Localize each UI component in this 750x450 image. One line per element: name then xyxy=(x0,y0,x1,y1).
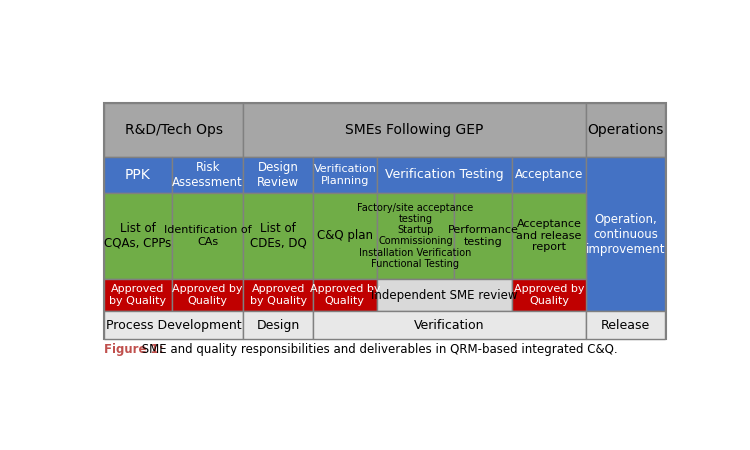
FancyBboxPatch shape xyxy=(243,157,313,193)
Text: Acceptance
and release
report: Acceptance and release report xyxy=(516,219,582,252)
Text: Design: Design xyxy=(256,319,300,332)
Text: SME and quality responsibilities and deliverables in QRM-based integrated C&Q.: SME and quality responsibilities and del… xyxy=(138,343,617,356)
Text: Approved by
Quality: Approved by Quality xyxy=(172,284,243,306)
Text: Design
Review: Design Review xyxy=(257,161,299,189)
Text: R&D/Tech Ops: R&D/Tech Ops xyxy=(124,123,223,137)
Text: Approved
by Quality: Approved by Quality xyxy=(110,284,166,306)
Text: Performance
testing: Performance testing xyxy=(448,225,519,247)
Text: Verification
Planning: Verification Planning xyxy=(314,164,376,186)
Text: List of
CDEs, DQ: List of CDEs, DQ xyxy=(250,222,307,250)
Text: C&Q plan: C&Q plan xyxy=(316,229,373,242)
Text: Independent SME review: Independent SME review xyxy=(371,288,518,302)
FancyBboxPatch shape xyxy=(172,279,243,311)
FancyBboxPatch shape xyxy=(313,157,376,193)
FancyBboxPatch shape xyxy=(376,193,454,279)
FancyBboxPatch shape xyxy=(376,279,512,311)
FancyBboxPatch shape xyxy=(313,193,376,279)
FancyBboxPatch shape xyxy=(104,157,172,193)
FancyBboxPatch shape xyxy=(512,279,586,311)
Text: Release: Release xyxy=(601,319,650,332)
FancyBboxPatch shape xyxy=(243,311,313,339)
FancyBboxPatch shape xyxy=(512,193,586,279)
Text: SMEs Following GEP: SMEs Following GEP xyxy=(346,123,484,137)
FancyBboxPatch shape xyxy=(376,157,512,193)
Text: Operations: Operations xyxy=(587,123,664,137)
FancyBboxPatch shape xyxy=(243,279,313,311)
FancyBboxPatch shape xyxy=(313,279,376,311)
FancyBboxPatch shape xyxy=(104,311,243,339)
Text: Risk
Assessment: Risk Assessment xyxy=(172,161,243,189)
FancyBboxPatch shape xyxy=(313,311,586,339)
FancyBboxPatch shape xyxy=(586,311,665,339)
Text: Identification of
CAs: Identification of CAs xyxy=(164,225,251,247)
FancyBboxPatch shape xyxy=(104,279,172,311)
Text: Figure 1:: Figure 1: xyxy=(104,343,164,356)
Text: Approved by
Quality: Approved by Quality xyxy=(514,284,584,306)
FancyBboxPatch shape xyxy=(243,193,313,279)
FancyBboxPatch shape xyxy=(104,104,667,339)
FancyBboxPatch shape xyxy=(172,157,243,193)
Text: Approved by
Quality: Approved by Quality xyxy=(310,284,380,306)
Text: Operation,
continuous
improvement: Operation, continuous improvement xyxy=(586,213,665,256)
FancyBboxPatch shape xyxy=(454,193,512,279)
Text: List of
CQAs, CPPs: List of CQAs, CPPs xyxy=(104,222,172,250)
Text: Verification: Verification xyxy=(414,319,485,332)
FancyBboxPatch shape xyxy=(104,193,172,279)
Text: Approved
by Quality: Approved by Quality xyxy=(250,284,307,306)
FancyBboxPatch shape xyxy=(104,104,243,157)
FancyBboxPatch shape xyxy=(512,157,586,193)
FancyBboxPatch shape xyxy=(172,193,243,279)
Text: PPK: PPK xyxy=(125,168,151,182)
FancyBboxPatch shape xyxy=(243,104,586,157)
Text: Verification Testing: Verification Testing xyxy=(386,168,504,181)
Text: Acceptance: Acceptance xyxy=(514,168,584,181)
FancyBboxPatch shape xyxy=(586,157,665,311)
Text: Process Development: Process Development xyxy=(106,319,242,332)
FancyBboxPatch shape xyxy=(586,104,665,157)
Text: Factory/site acceptance
testing
Startup
Commissioning
Installation Verification
: Factory/site acceptance testing Startup … xyxy=(357,202,473,269)
